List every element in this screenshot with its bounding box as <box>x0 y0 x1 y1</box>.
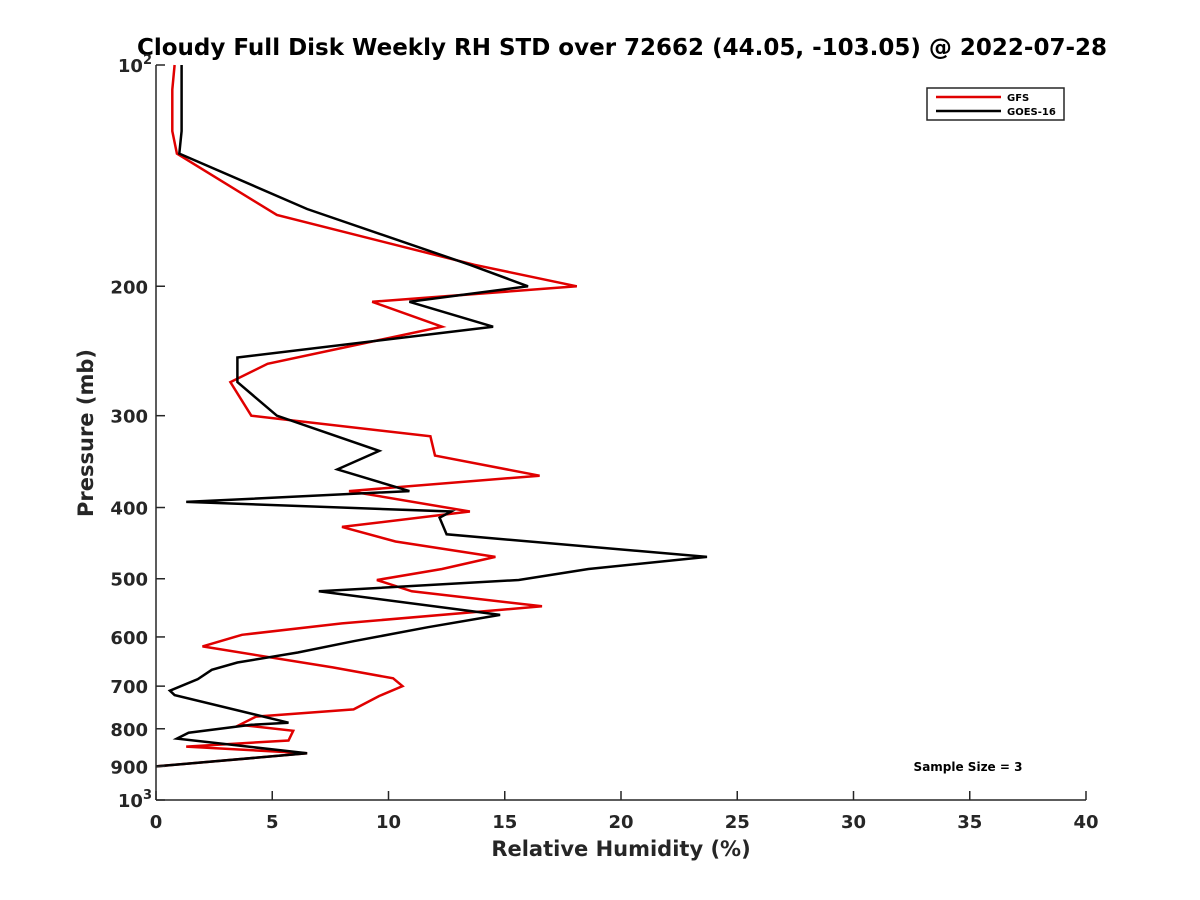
x-tick-label: 35 <box>957 812 982 833</box>
y-tick-label: 700 <box>110 677 148 698</box>
x-tick-label: 40 <box>1073 812 1098 833</box>
y-tick-label: 800 <box>110 720 148 741</box>
y-tick-label: 103 <box>118 788 152 812</box>
y-tick-label: 900 <box>110 757 148 778</box>
plot-lines <box>155 64 708 768</box>
x-tick-label: 30 <box>841 812 866 833</box>
axes: 0 5 10 15 20 25 30 35 40 102 200 300 400 500 600 700 800… <box>110 53 1098 833</box>
y-tick-label: 102 <box>118 53 152 77</box>
sample-size-annotation: Sample Size = 3 <box>914 760 1023 774</box>
legend-box <box>926 87 1065 121</box>
x-tick-label: 0 <box>150 812 163 833</box>
legend: GFS GOES-16 <box>926 87 1065 121</box>
legend-label-gfs: GFS <box>1007 93 1029 104</box>
y-tick-label: 400 <box>110 499 148 520</box>
y-tick-label: 200 <box>110 277 148 298</box>
series-line-gfs <box>155 64 578 768</box>
legend-label-goes-16: GOES-16 <box>1007 107 1056 118</box>
y-tick-label: 600 <box>110 628 148 649</box>
x-tick-label: 5 <box>266 812 279 833</box>
y-tick-label: 500 <box>110 570 148 591</box>
x-tick-label: 25 <box>725 812 750 833</box>
x-tick-label: 10 <box>376 812 401 833</box>
y-tick-label: 300 <box>110 407 148 428</box>
series-line-goes-16 <box>155 65 708 768</box>
x-tick-label: 15 <box>492 812 517 833</box>
x-tick-label: 20 <box>608 812 633 833</box>
y-axis-label: Pressure (mb) <box>74 349 98 517</box>
x-axis-label: Relative Humidity (%) <box>491 837 750 861</box>
chart-title: Cloudy Full Disk Weekly RH STD over 7266… <box>137 35 1107 61</box>
